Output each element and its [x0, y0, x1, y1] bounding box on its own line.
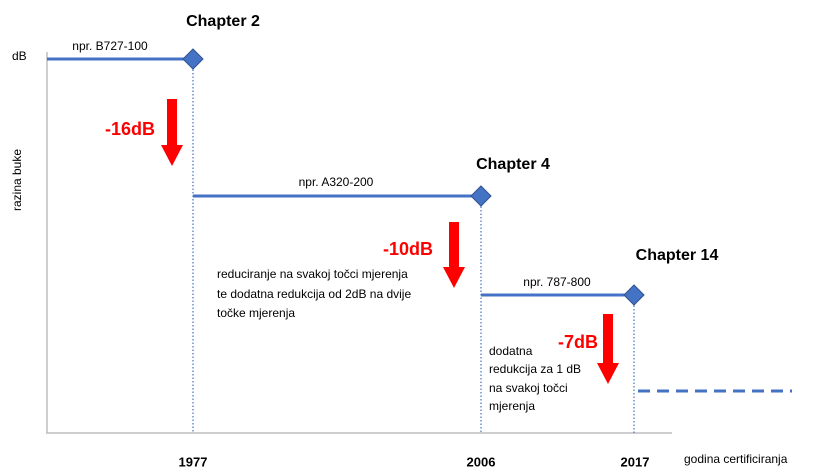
x-label: godina certificiranja — [684, 452, 788, 466]
reduction: -16dB — [105, 119, 155, 139]
note: te dodatna redukcija od 2dB na dvije — [217, 287, 411, 301]
example: npr. B727-100 — [72, 39, 148, 53]
year: 2017 — [621, 454, 650, 469]
note: redukcija za 1 dB — [489, 362, 581, 376]
note: na svakoj točci — [489, 381, 568, 395]
diamonds — [182, 48, 645, 306]
chapter: Chapter 4 — [476, 156, 550, 173]
note: mjerenja — [489, 399, 535, 413]
note: reduciranje na svakoj točci mjerenja — [217, 267, 408, 281]
chapter: Chapter 14 — [636, 247, 719, 264]
reduction: -7dB — [558, 332, 598, 352]
y-label: razina buke — [10, 149, 24, 211]
chapter: Chapter 2 — [186, 13, 260, 30]
y-unit: dB — [12, 49, 27, 63]
example: npr. A320-200 — [299, 175, 374, 189]
reduction: -10dB — [383, 239, 433, 259]
note: točke mjerenja — [217, 306, 295, 320]
year: 2006 — [467, 454, 496, 469]
arrows — [161, 99, 619, 384]
example: npr. 787-800 — [523, 275, 591, 289]
year: 1977 — [179, 454, 208, 469]
note: dodatna — [489, 344, 533, 358]
